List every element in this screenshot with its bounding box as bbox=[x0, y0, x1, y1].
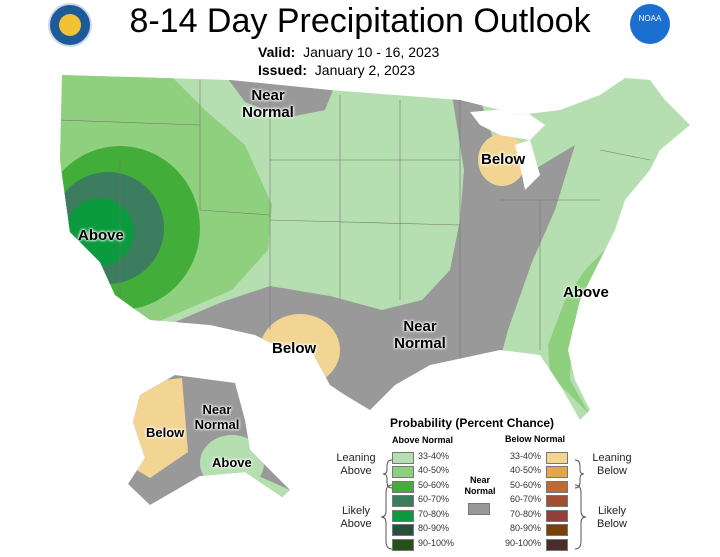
legend-likely-below: Likely Below bbox=[597, 505, 627, 530]
legend-range-above-1: 40-50% bbox=[418, 465, 450, 475]
legend-title: Probability (Percent Chance) bbox=[390, 416, 555, 430]
legend-likely-above: Likely Above bbox=[340, 505, 372, 530]
legend-range-below-3: 60-70% bbox=[509, 494, 541, 504]
legend-swatch-below-5 bbox=[546, 524, 568, 536]
state-borders bbox=[60, 80, 651, 360]
legend-range-below-5: 80-90% bbox=[509, 523, 541, 533]
valid-value: January 10 - 16, 2023 bbox=[303, 44, 440, 60]
legend-swatch-above-1 bbox=[392, 466, 414, 478]
legend-swatch-below-1 bbox=[546, 466, 568, 478]
label-alaska-near-normal: Near Normal bbox=[194, 402, 240, 432]
legend-swatch-above-2 bbox=[392, 481, 414, 493]
legend-range-below-2: 50-60% bbox=[509, 480, 541, 490]
label-near-normal-central: Near Normal bbox=[394, 318, 446, 352]
region-above-40-50-southeast bbox=[548, 250, 605, 415]
legend-swatch-below-6 bbox=[546, 539, 568, 551]
legend-range-above-4: 70-80% bbox=[418, 509, 450, 519]
legend-swatch-below-2 bbox=[546, 481, 568, 493]
region-alaska-panhandle bbox=[245, 470, 290, 500]
legend-range-below-6: 90-100% bbox=[504, 538, 541, 548]
issued-date: Issued: January 2, 2023 bbox=[258, 62, 415, 78]
label-alaska-below: Below bbox=[146, 425, 185, 440]
great-lakes bbox=[470, 108, 545, 140]
lake-michigan-huron bbox=[515, 140, 540, 190]
page-title: 8-14 Day Precipitation Outlook bbox=[129, 2, 591, 40]
label-above-southeast: Above bbox=[563, 284, 609, 301]
legend-range-above-6: 90-100% bbox=[418, 538, 455, 548]
legend-range-below-1: 40-50% bbox=[509, 465, 541, 475]
legend-range-above-0: 33-40% bbox=[418, 451, 450, 461]
legend-swatch-above-4 bbox=[392, 510, 414, 522]
valid-label: Valid: bbox=[258, 44, 296, 60]
legend-swatch-above-5 bbox=[392, 524, 414, 536]
legend-leaning-below: Leaning Below bbox=[592, 452, 632, 477]
legend-range-above-2: 50-60% bbox=[418, 480, 450, 490]
label-alaska-above: Above bbox=[212, 455, 252, 470]
legend-near-normal-swatch bbox=[468, 503, 490, 515]
label-above-west: Above bbox=[78, 227, 124, 244]
legend-below-header: Below Normal bbox=[505, 434, 566, 444]
noaa-logo: NOAA bbox=[630, 4, 670, 44]
label-below-texas: Below bbox=[272, 340, 317, 357]
valid-dates: Valid: January 10 - 16, 2023 bbox=[258, 44, 439, 60]
legend-swatch-above-3 bbox=[392, 495, 414, 507]
legend-swatch-below-4 bbox=[546, 510, 568, 522]
legend-range-above-5: 80-90% bbox=[418, 523, 450, 533]
legend-range-below-0: 33-40% bbox=[509, 451, 541, 461]
label-near-normal-north: Near Normal bbox=[242, 87, 294, 121]
legend-braces bbox=[380, 459, 587, 550]
issued-value: January 2, 2023 bbox=[314, 62, 416, 78]
legend-swatch-below-0 bbox=[546, 452, 568, 464]
legend-range-above-3: 60-70% bbox=[418, 494, 450, 504]
legend-range-below-4: 70-80% bbox=[509, 509, 541, 519]
label-below-michigan: Below bbox=[481, 151, 526, 168]
legend-swatch-above-6 bbox=[392, 539, 414, 551]
region-below-michigan bbox=[478, 134, 526, 186]
legend-above-header: Above Normal bbox=[392, 435, 454, 445]
issued-label: Issued: bbox=[258, 62, 308, 78]
legend-near-normal-label: Near Normal bbox=[464, 475, 496, 496]
legend-swatch-above-0 bbox=[392, 452, 414, 464]
legend-leaning-above: Leaning Above bbox=[336, 452, 376, 477]
commerce-seal-logo bbox=[48, 3, 92, 47]
legend-swatch-below-3 bbox=[546, 495, 568, 507]
